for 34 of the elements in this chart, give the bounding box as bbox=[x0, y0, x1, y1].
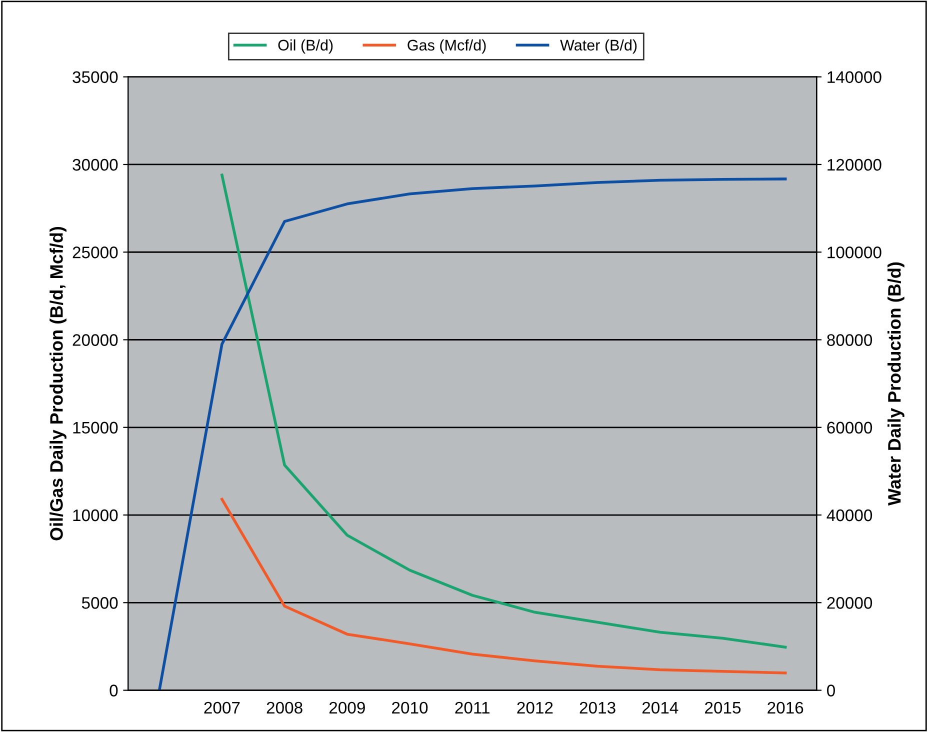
line-series bbox=[158, 178, 787, 690]
y2-tick-label: 40000 bbox=[826, 509, 872, 522]
x-tick-label: 2012 bbox=[517, 702, 553, 714]
line-series bbox=[220, 498, 787, 674]
y-tick-label: 30000 bbox=[72, 158, 118, 171]
y2-tick-label: 20000 bbox=[827, 597, 872, 609]
x-tick-label: 2011 bbox=[455, 702, 490, 714]
y2-axis-title: Water Daily Production (B/d) bbox=[888, 262, 904, 506]
y-tick-label: 0 bbox=[110, 684, 118, 696]
x-tick-label: 2016 bbox=[768, 702, 804, 714]
x-tick-label: 2007 bbox=[204, 702, 240, 714]
y2-tick-label: 100000 bbox=[828, 246, 882, 258]
y-tick-label: 15000 bbox=[73, 422, 118, 434]
y-tick-label: 10000 bbox=[73, 509, 118, 522]
y2-tick-label: 120000 bbox=[828, 158, 882, 171]
x-tick-label: 2009 bbox=[329, 702, 365, 714]
y2-tick-label: 140000 bbox=[828, 71, 882, 84]
line-series bbox=[220, 174, 787, 649]
x-tick-label: 2014 bbox=[642, 702, 678, 714]
y-tick-label: 25000 bbox=[72, 246, 118, 258]
legend-label: Water (B/d) bbox=[560, 39, 637, 54]
x-tick-label: 2015 bbox=[705, 702, 741, 714]
y-tick-label: 5000 bbox=[82, 597, 118, 609]
legend-label: Oil (B/d) bbox=[278, 39, 333, 54]
legend-label: Gas (Mcf/d) bbox=[408, 39, 486, 54]
x-tick-label: 2010 bbox=[392, 702, 428, 714]
y-axis-title: Oil/Gas Daily Production (B/d, Mcf/d) bbox=[50, 226, 66, 540]
x-tick-label: 2008 bbox=[266, 702, 302, 714]
y-tick-label: 35000 bbox=[72, 71, 118, 84]
y2-tick-label: 60000 bbox=[827, 422, 872, 434]
y2-tick-label: 0 bbox=[827, 684, 835, 696]
x-tick-label: 2013 bbox=[580, 702, 616, 714]
y-tick-label: 20000 bbox=[72, 334, 118, 346]
y2-tick-label: 80000 bbox=[827, 334, 872, 346]
